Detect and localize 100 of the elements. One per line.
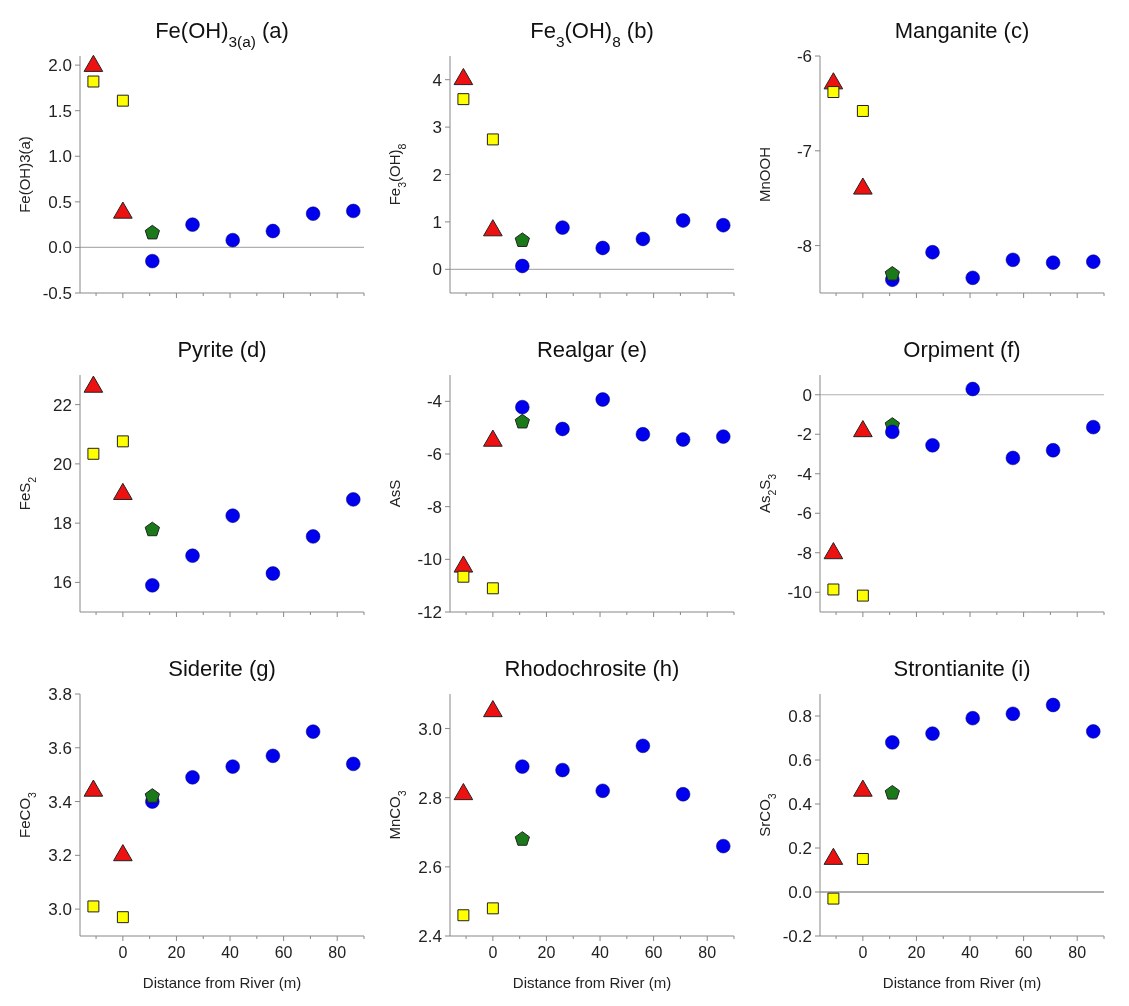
y-tick-label: 0 xyxy=(802,385,812,405)
x-tick-label: 20 xyxy=(167,944,186,961)
y-tick-label: 3.4 xyxy=(48,792,72,812)
point xyxy=(265,223,281,239)
point xyxy=(486,133,499,146)
point xyxy=(305,529,321,544)
y-tick-label: 2.0 xyxy=(48,56,72,76)
y-tick-label: -12 xyxy=(417,603,442,622)
y-tick-label: 0.2 xyxy=(788,839,812,858)
point xyxy=(144,224,160,240)
y-tick-label: 3.6 xyxy=(48,738,72,758)
y-tick-label: 2.6 xyxy=(418,857,442,877)
y-tick-label: 3.2 xyxy=(48,846,72,866)
point xyxy=(185,548,200,563)
chart-title: Manganite (c) xyxy=(894,18,1030,43)
x-tick-label: 80 xyxy=(698,944,717,961)
point xyxy=(1005,450,1021,466)
point xyxy=(595,392,610,407)
y-tick-label: 1 xyxy=(432,212,442,232)
y-tick-label: -10 xyxy=(417,550,442,570)
point xyxy=(965,381,980,397)
y-tick-label: -6 xyxy=(796,504,812,524)
point xyxy=(555,762,570,778)
chart-title: Siderite (g) xyxy=(168,656,276,681)
y-tick-label: 3.8 xyxy=(48,685,72,704)
y-tick-label: 0.0 xyxy=(788,883,812,902)
point xyxy=(225,508,240,523)
point xyxy=(884,785,900,800)
chart-title: Rhodochrosite (h) xyxy=(504,656,680,681)
y-tick-label: 2.4 xyxy=(418,927,442,946)
x-axis-title: Distance from River (m) xyxy=(882,974,1042,991)
point xyxy=(483,700,503,718)
y-tick-label: -7 xyxy=(796,141,812,161)
point xyxy=(675,432,691,447)
point xyxy=(225,759,240,774)
point xyxy=(1045,255,1061,270)
chart-title: Realgar (e) xyxy=(536,337,648,362)
x-tick-label: 40 xyxy=(591,944,610,961)
chart-title: Fe$_{3}$(OH)$_{8}$ (b) xyxy=(530,18,654,50)
point xyxy=(514,831,530,846)
point xyxy=(515,759,530,774)
x-axis-title: Distance from River (m) xyxy=(142,974,302,991)
point xyxy=(595,240,610,256)
x-tick-label: 40 xyxy=(961,944,980,961)
x-tick-label: 60 xyxy=(274,944,293,961)
y-axis-title: MnOOH xyxy=(756,146,773,203)
point xyxy=(856,853,869,865)
y-tick-label: 0 xyxy=(432,260,442,280)
point xyxy=(116,94,129,107)
y-tick-label: 3.0 xyxy=(418,719,442,739)
y-tick-label: -6 xyxy=(796,47,812,66)
point xyxy=(716,838,731,854)
point xyxy=(145,253,160,269)
x-axis-title: Distance from River (m) xyxy=(512,974,672,991)
y-tick-label: 0.4 xyxy=(788,795,812,814)
point xyxy=(457,909,470,922)
point xyxy=(457,93,470,106)
chart-title: Pyrite (d) xyxy=(177,337,267,362)
x-tick-label: 0 xyxy=(488,944,498,961)
y-tick-label: 16 xyxy=(53,573,72,593)
point xyxy=(453,783,474,801)
point xyxy=(925,438,940,453)
x-tick-label: 0 xyxy=(118,944,128,961)
point xyxy=(827,86,840,98)
y-tick-label: 22 xyxy=(53,395,72,415)
y-tick-label: 20 xyxy=(53,454,72,474)
point xyxy=(1005,706,1021,721)
point xyxy=(486,902,499,915)
point xyxy=(515,258,530,274)
point xyxy=(635,427,651,442)
point xyxy=(515,399,530,415)
point xyxy=(346,756,361,772)
point xyxy=(856,589,869,602)
y-tick-label: 0.0 xyxy=(48,238,72,258)
y-tick-label: -8 xyxy=(426,497,442,517)
point xyxy=(87,75,100,88)
point xyxy=(87,447,100,460)
point xyxy=(675,213,691,228)
x-tick-label: 80 xyxy=(1068,944,1087,961)
y-tick-label: 2.8 xyxy=(418,788,442,808)
point xyxy=(225,232,240,248)
point xyxy=(716,429,731,444)
y-tick-label: 2 xyxy=(432,165,442,185)
point xyxy=(827,892,840,905)
chart-title: Orpiment (f) xyxy=(903,337,1021,362)
x-tick-label: 60 xyxy=(644,944,663,961)
point xyxy=(1086,254,1101,269)
point xyxy=(555,220,570,235)
point xyxy=(965,711,980,726)
point xyxy=(265,748,281,763)
point xyxy=(1086,419,1101,435)
point xyxy=(185,770,200,785)
point xyxy=(144,521,160,537)
point xyxy=(965,270,980,285)
point xyxy=(1005,252,1021,267)
x-tick-label: 40 xyxy=(221,944,240,961)
y-axis-title: Fe(OH)3(a) xyxy=(16,136,33,213)
point xyxy=(116,911,129,924)
y-tick-label: -6 xyxy=(426,445,442,464)
point xyxy=(555,421,570,437)
